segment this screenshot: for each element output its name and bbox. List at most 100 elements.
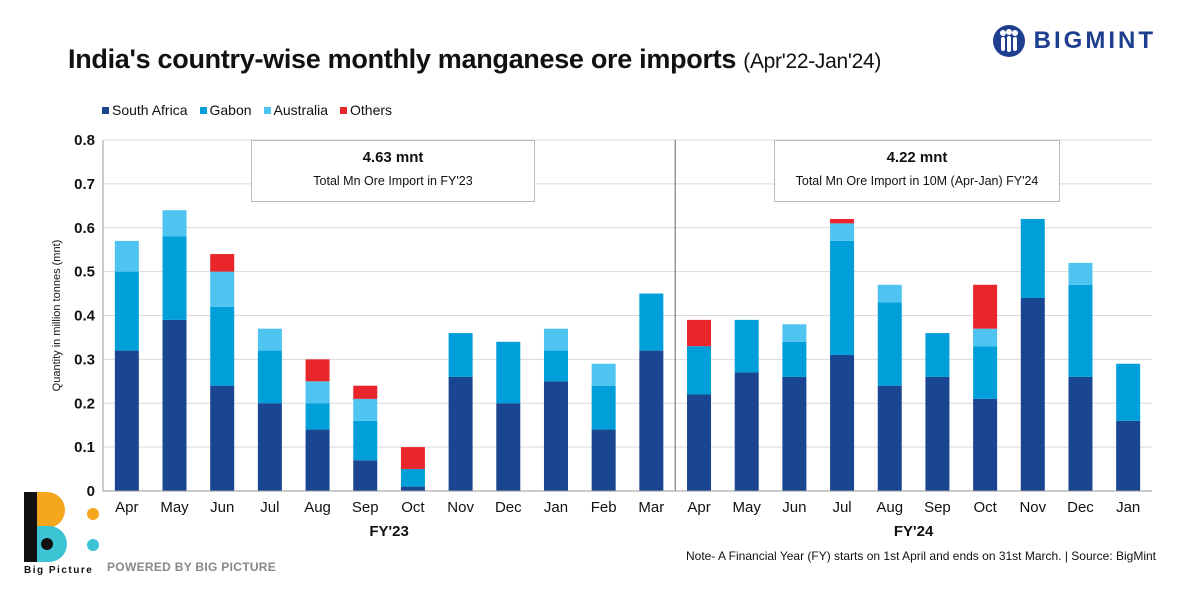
x-tick-label: Feb (591, 499, 617, 516)
bar-segment-gabon (687, 346, 712, 395)
bar-segment-australia (257, 328, 282, 351)
bar-segment-gabon (925, 333, 950, 377)
bar-segment-gabon (973, 346, 998, 399)
bar-segment-gabon (162, 236, 187, 320)
bar-segment-australia (830, 223, 855, 241)
x-tick-label: Aug (876, 499, 903, 516)
legend-label: Others (350, 102, 393, 118)
x-tick-label: Apr (115, 499, 138, 516)
legend-item-gabon: Gabon (199, 102, 252, 118)
bar-segment-south-africa (925, 376, 950, 491)
y-tick-label: 0.5 (74, 264, 95, 281)
bar-segment-south-africa (877, 385, 902, 491)
bar-segment-others (305, 359, 330, 382)
bar-segment-gabon (543, 350, 568, 382)
bar-segment-south-africa (543, 381, 568, 491)
bar-segment-south-africa (687, 394, 712, 491)
fy23-total-label: Total Mn Ore Import in FY'23 (313, 174, 473, 188)
bar-segment-south-africa (1116, 420, 1141, 491)
x-tick-label: Jan (1116, 499, 1140, 516)
bar-segment-gabon (734, 319, 759, 373)
bigmint-people-icon (992, 25, 1025, 57)
legend-label: Gabon (209, 102, 252, 118)
bar-segment-australia (114, 240, 139, 272)
y-tick-label: 0.1 (74, 439, 95, 456)
x-tick-label: May (160, 499, 189, 516)
x-tick-label: Sep (352, 499, 379, 516)
fy24-total-label: Total Mn Ore Import in 10M (Apr-Jan) FY'… (795, 174, 1039, 188)
bar-segment-australia (353, 398, 378, 421)
bar-segment-south-africa (114, 350, 139, 491)
legend-item-others: Others (340, 102, 392, 118)
legend-swatch (340, 106, 348, 114)
chart-title-main: India's country-wise monthly manganese o… (68, 44, 737, 74)
bar-segment-gabon (448, 333, 473, 377)
bar-segment-gabon (353, 420, 378, 461)
y-tick-label: 0.8 (74, 132, 95, 149)
chart-legend: South Africa Gabon Australia Others (102, 102, 392, 118)
y-tick-label: 0.7 (74, 176, 95, 193)
legend-item-south-africa: South Africa (102, 102, 188, 118)
footnote-source: Note- A Financial Year (FY) starts on 1s… (685, 549, 1156, 563)
big-picture-logo-icon (24, 492, 99, 562)
bar-segment-gabon (830, 240, 855, 355)
bar-segment-south-africa (973, 398, 998, 491)
x-tick-label: Oct (401, 499, 425, 516)
fy23-total-box: 4.63 mnt Total Mn Ore Import in FY'23 (251, 140, 535, 202)
bar-segment-gabon (257, 350, 282, 404)
x-tick-label: Oct (973, 499, 997, 516)
bar-segment-gabon (210, 306, 235, 386)
bar-segment-gabon (1116, 363, 1141, 421)
bar-segment-south-africa (1020, 297, 1045, 491)
bar-segment-gabon (639, 293, 664, 351)
powered-by-text: POWERED BY BIG PICTURE (107, 560, 277, 574)
big-picture-label: Big Picture (24, 565, 94, 576)
bar-segment-south-africa (639, 350, 664, 491)
bar-segment-australia (210, 271, 235, 307)
fy-group-label: FY'24 (894, 523, 934, 540)
bar-segment-gabon (591, 385, 616, 430)
bar-segment-south-africa (353, 460, 378, 491)
bar-segment-australia (1068, 262, 1093, 285)
bar-segment-south-africa (734, 372, 759, 491)
bar-segment-gabon (1068, 284, 1093, 377)
bar-segment-others (210, 254, 235, 272)
fy24-total-box: 4.22 mnt Total Mn Ore Import in 10M (Apr… (774, 140, 1060, 202)
y-tick-label: 0 (87, 483, 95, 500)
x-tick-label: Dec (1067, 499, 1094, 516)
x-tick-label: Nov (447, 499, 474, 516)
bar-segment-others (973, 284, 998, 329)
bar-segment-others (353, 385, 378, 399)
x-tick-label: May (733, 499, 762, 516)
legend-label: South Africa (112, 102, 188, 118)
bar-segment-south-africa (830, 354, 855, 491)
y-axis-label: Quantity in million tonnes (mnt) (51, 240, 63, 392)
bar-segment-south-africa (210, 385, 235, 491)
bar-segment-australia (305, 381, 330, 404)
bar-segment-gabon (877, 302, 902, 386)
bar-segment-others (400, 447, 425, 470)
bar-segment-south-africa (400, 486, 425, 491)
x-tick-label: Apr (687, 499, 710, 516)
bar-segment-gabon (496, 341, 521, 404)
bar-segment-australia (162, 210, 187, 237)
x-tick-label: Jun (782, 499, 806, 516)
bar-segment-australia (591, 363, 616, 386)
x-tick-label: Nov (1019, 499, 1046, 516)
bar-segment-south-africa (1068, 376, 1093, 491)
bar-segment-south-africa (496, 403, 521, 491)
bar-segment-south-africa (305, 429, 330, 491)
bar-segment-south-africa (162, 319, 187, 491)
x-tick-label: Aug (304, 499, 331, 516)
x-tick-label: Dec (495, 499, 522, 516)
bar-segment-others (687, 319, 712, 347)
legend-item-australia: Australia (263, 102, 328, 118)
fy-group-label: FY'23 (369, 523, 408, 540)
chart-title: India's country-wise monthly manganese o… (68, 44, 881, 75)
bigmint-logo: BIGMINT (992, 24, 1156, 58)
bar-segment-others (830, 218, 855, 224)
legend-swatch (199, 106, 207, 114)
x-tick-label: Jul (260, 499, 279, 516)
bar-segment-gabon (782, 341, 807, 377)
